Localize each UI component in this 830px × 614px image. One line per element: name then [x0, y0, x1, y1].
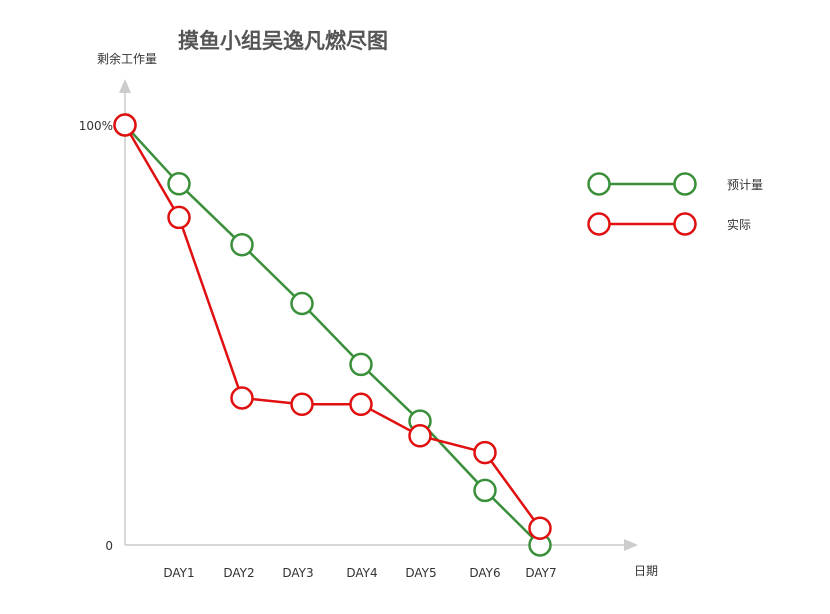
data-point[interactable] — [290, 392, 314, 417]
legend-marker — [587, 172, 611, 196]
series-1 — [113, 113, 552, 540]
x-tick-label: DAY7 — [525, 566, 556, 580]
x-tick-label: DAY6 — [469, 566, 500, 580]
series-layer — [113, 113, 552, 557]
data-point[interactable] — [290, 291, 314, 316]
x-axis-arrow-icon — [624, 539, 638, 551]
legend-label: 实际 — [727, 217, 751, 232]
data-point[interactable] — [230, 232, 254, 257]
axes: 剩余工作量 日期 — [97, 51, 658, 578]
data-point[interactable] — [473, 440, 497, 465]
chart-title: 摸鱼小组吴逸凡燃尽图 — [178, 29, 388, 53]
legend-item[interactable]: 实际 — [587, 212, 752, 236]
y-axis-arrow-icon — [119, 79, 131, 93]
data-point[interactable] — [230, 386, 254, 410]
series-line — [124, 124, 541, 546]
y-axis-label: 剩余工作量 — [97, 51, 157, 66]
x-tick-label: DAY1 — [163, 566, 194, 580]
data-point[interactable] — [113, 113, 137, 137]
data-point[interactable] — [473, 478, 497, 503]
data-point[interactable] — [167, 172, 191, 196]
data-point[interactable] — [349, 352, 373, 377]
x-tick-label: DAY3 — [282, 566, 313, 580]
x-tick-label: DAY4 — [346, 566, 377, 580]
legend-item[interactable]: 预计量 — [587, 172, 764, 196]
legend-marker — [673, 172, 697, 196]
y-tick-labels: 0 100% — [79, 119, 113, 553]
x-axis-label: 日期 — [634, 564, 658, 578]
x-tick-labels: DAY1 DAY2 DAY3 DAY4 DAY5 DAY6 DAY7 — [163, 566, 556, 580]
y-tick-label: 0 — [105, 539, 113, 553]
x-tick-label: DAY5 — [405, 566, 436, 580]
y-tick-label: 100% — [79, 119, 113, 133]
data-point[interactable] — [528, 516, 552, 540]
legend-marker — [673, 212, 697, 236]
data-point[interactable] — [408, 424, 432, 448]
legend-label: 预计量 — [727, 178, 763, 192]
data-point[interactable] — [167, 205, 191, 230]
data-point[interactable] — [349, 392, 373, 417]
legend-marker — [587, 212, 611, 236]
x-tick-label: DAY2 — [223, 566, 254, 580]
series-0 — [113, 113, 552, 557]
